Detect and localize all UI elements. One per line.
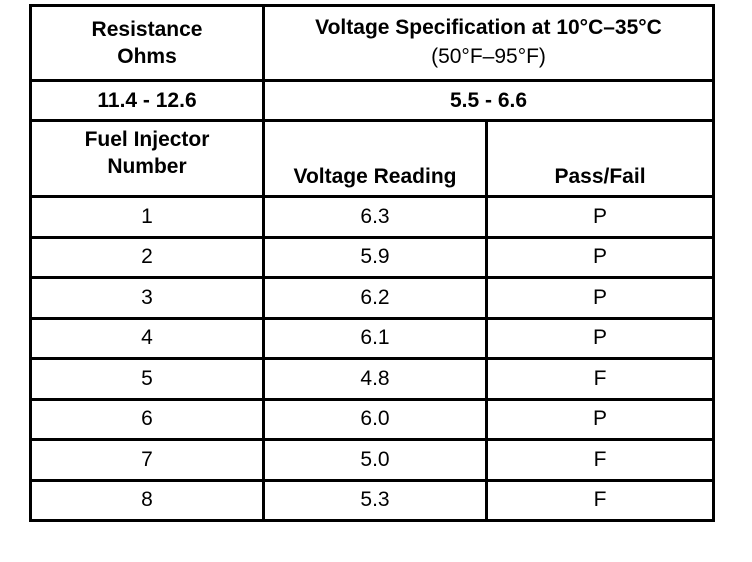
data-cell: 5 xyxy=(29,357,265,401)
data-cell: F xyxy=(485,438,715,482)
data-cell: 5.0 xyxy=(262,438,488,482)
data-cell: 7 xyxy=(29,438,265,482)
header-text: Resistance Ohms xyxy=(91,18,203,68)
data-row: 8 5.3 F xyxy=(29,478,715,522)
data-cell: P xyxy=(485,316,715,360)
column-header: Fuel Injector Number xyxy=(29,119,265,198)
injector-table: Resistance Ohms Voltage Specification at… xyxy=(29,4,715,522)
data-cell: 8 xyxy=(29,478,265,522)
header-cell: Voltage Specification at 10°C–35°C (50°F… xyxy=(262,4,715,82)
data-row: 3 6.2 P xyxy=(29,276,715,320)
table-body: 1 6.3 P 2 5.9 P 3 6.2 P 4 6.1 P 5 4.8 F 6 6.0 P 7 5.0 F 8 5.3 F xyxy=(29,195,715,522)
data-row: 5 4.8 F xyxy=(29,357,715,401)
column-header: Voltage Reading xyxy=(262,119,488,198)
data-cell: 6.3 xyxy=(262,195,488,239)
data-cell: 3 xyxy=(29,276,265,320)
header-title: Voltage Specification at 10°C–35°C xyxy=(315,16,662,39)
data-cell: P xyxy=(485,397,715,441)
data-cell: P xyxy=(485,235,715,279)
data-cell: 6.1 xyxy=(262,316,488,360)
data-cell: 6 xyxy=(29,397,265,441)
column-header: Pass/Fail xyxy=(485,119,715,198)
data-row: 2 5.9 P xyxy=(29,235,715,279)
data-cell: P xyxy=(485,276,715,320)
data-cell: 2 xyxy=(29,235,265,279)
column-header-text: Fuel Injector Number xyxy=(84,128,210,178)
data-row: 7 5.0 F xyxy=(29,438,715,482)
data-cell: 5.9 xyxy=(262,235,488,279)
data-cell: 4.8 xyxy=(262,357,488,401)
data-cell: F xyxy=(485,357,715,401)
header-cell: Resistance Ohms xyxy=(29,4,265,82)
column-header-row: Fuel Injector Number Voltage Reading Pas… xyxy=(29,119,715,198)
spec-cell: 11.4 - 12.6 xyxy=(29,79,265,122)
data-row: 4 6.1 P xyxy=(29,316,715,360)
data-cell: 4 xyxy=(29,316,265,360)
data-cell: 1 xyxy=(29,195,265,239)
header-subtitle: (50°F–95°F) xyxy=(431,45,546,68)
data-row: 6 6.0 P xyxy=(29,397,715,441)
data-cell: 6.0 xyxy=(262,397,488,441)
data-cell: P xyxy=(485,195,715,239)
data-cell: 5.3 xyxy=(262,478,488,522)
spec-cell: 5.5 - 6.6 xyxy=(262,79,715,122)
data-cell: F xyxy=(485,478,715,522)
header-row: Resistance Ohms Voltage Specification at… xyxy=(29,4,715,82)
data-cell: 6.2 xyxy=(262,276,488,320)
spec-row: 11.4 - 12.6 5.5 - 6.6 xyxy=(29,79,715,122)
data-row: 1 6.3 P xyxy=(29,195,715,239)
